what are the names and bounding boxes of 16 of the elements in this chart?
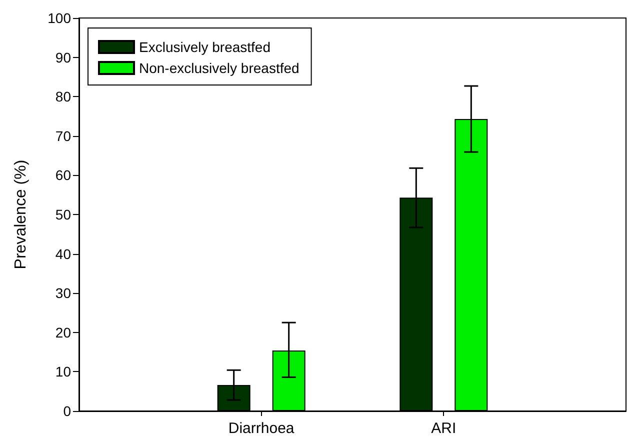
- legend-label: Non-exclusively breastfed: [139, 60, 300, 76]
- x-tick-label: Diarrhoea: [228, 420, 295, 437]
- y-tick-label: 40: [55, 246, 72, 262]
- y-tick-label: 20: [55, 324, 72, 340]
- y-tick-label: 0: [63, 403, 72, 419]
- legend-label: Exclusively breastfed: [139, 39, 271, 55]
- y-tick-label: 60: [55, 167, 72, 184]
- y-tick-label: 80: [55, 88, 72, 105]
- x-tick-label: ARI: [431, 420, 456, 437]
- y-tick-label: 100: [48, 10, 72, 26]
- y-tick-label: 50: [55, 206, 72, 222]
- y-axis-title: Prevalence (%): [12, 160, 30, 270]
- y-tick-label: 30: [55, 285, 72, 302]
- y-tick-label: 10: [55, 364, 72, 380]
- y-tick-label: 70: [55, 128, 72, 144]
- y-tick-label: 90: [55, 49, 72, 66]
